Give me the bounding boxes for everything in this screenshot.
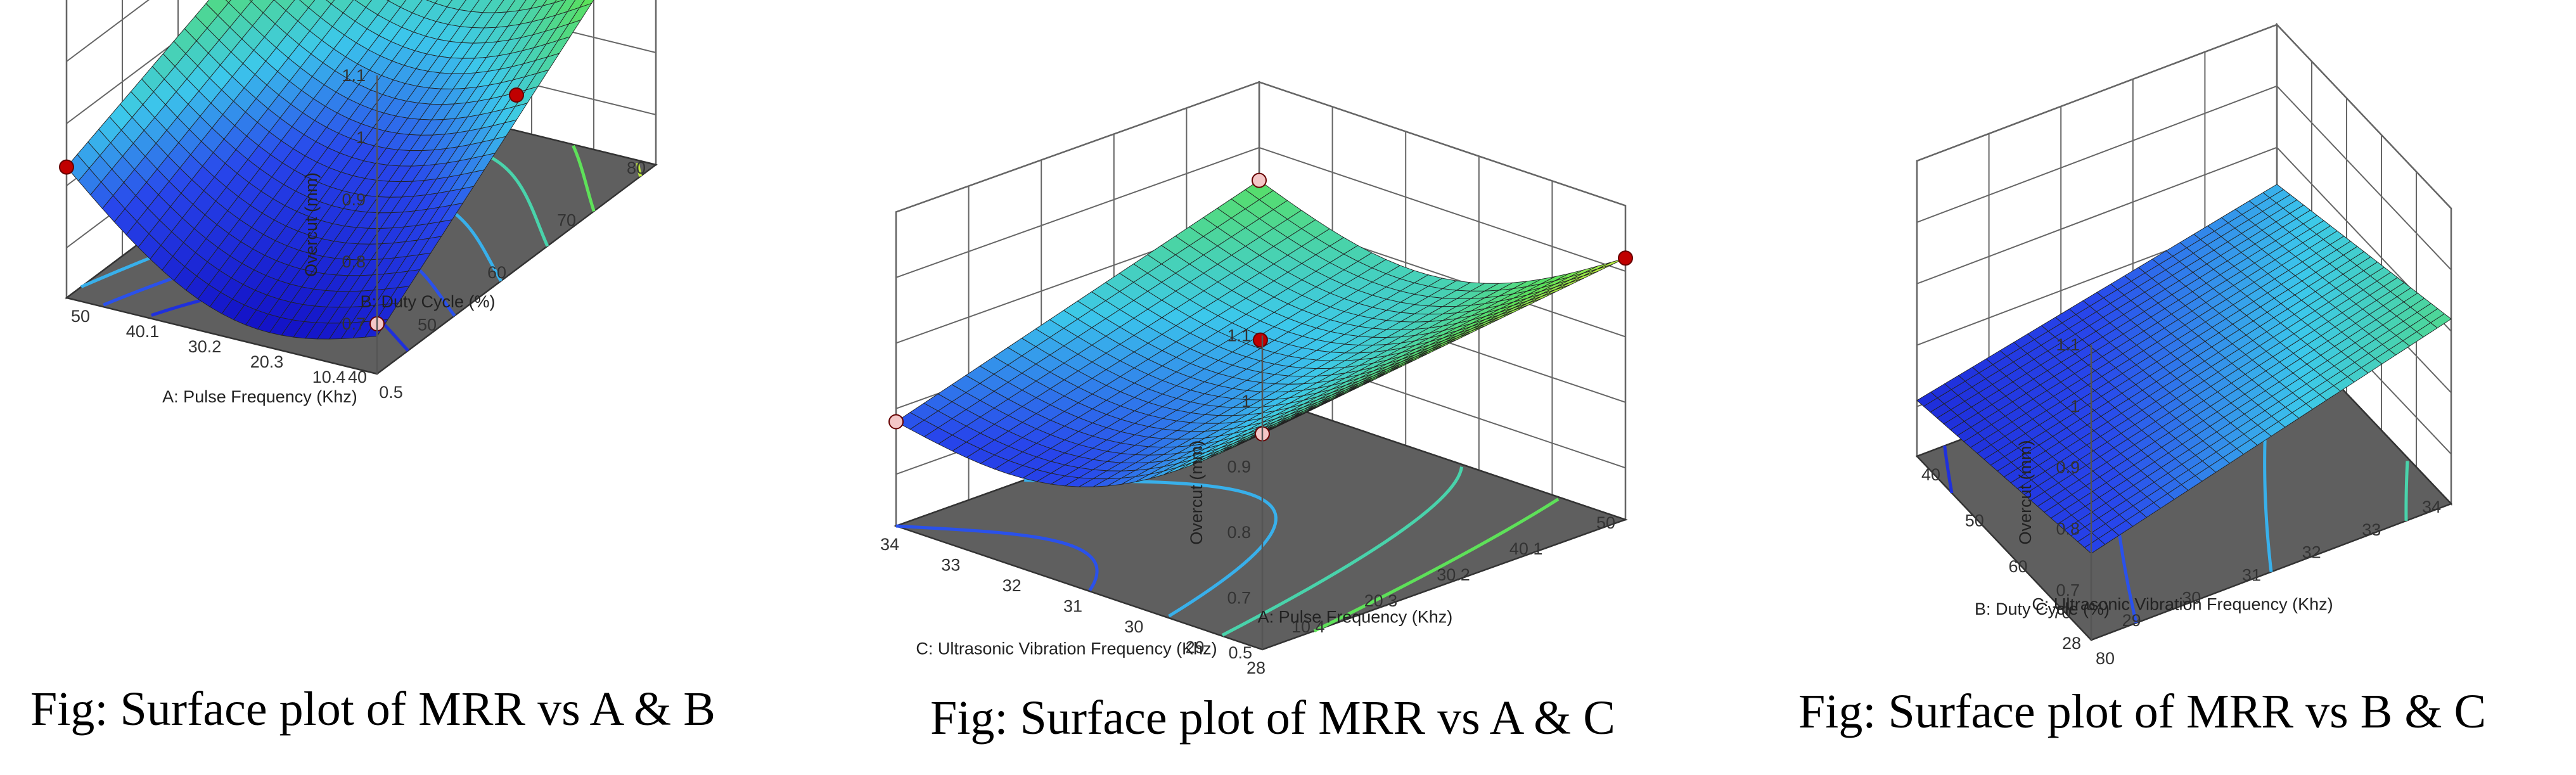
axis-a-tick-label: 31 <box>1063 597 1082 616</box>
surface-chart-b-c-svg: 1.1 1 0.9 0.8 0.7 Overcut (mm) 80 70 60 50 40 B: Du… <box>1915 22 2453 668</box>
axis-a-tick-label: 28 <box>1246 658 1266 677</box>
axis-b-tick-label: 0.5 <box>1228 643 1252 662</box>
surface-chart-a-c-svg: 1.1 1 0.9 0.8 0.7 Overcut (mm) 28 29 30 31 32 33 34 C… <box>880 80 1633 677</box>
axis-a-label: B: Duty Cycle (%) <box>1975 599 2110 618</box>
axis-b-tick-label: 33 <box>2362 520 2381 539</box>
design-point <box>509 87 524 103</box>
axis-a-tick-label: 60 <box>2008 557 2027 576</box>
z-tick-label: 1 <box>356 128 366 147</box>
floor-contour-line <box>1313 497 1560 632</box>
axis-b-tick-label: 34 <box>2422 497 2441 516</box>
axis-b-tick-label: 40.1 <box>1509 539 1543 558</box>
caption-a-c: Fig: Surface plot of MRR vs A & C <box>930 691 1615 745</box>
design-point <box>1252 172 1267 188</box>
surface-cell <box>2084 538 2106 554</box>
floor-contour-line <box>572 144 596 212</box>
wall-grid-line <box>1916 85 2452 271</box>
wall-grid-line <box>895 81 1626 213</box>
axis-a-tick-label: 70 <box>2052 603 2071 622</box>
axis-a-tick-label: 80 <box>2096 649 2115 668</box>
z-tick-label: 0.8 <box>1227 523 1251 542</box>
axis-a-tick-label: 30 <box>1124 617 1143 636</box>
wall-grid-line <box>1916 23 2452 209</box>
chart-body: 1.1 1 0.9 0.8 0.7 Overcut (mm) 0.5 10.4 20.3 30.2… <box>59 0 658 406</box>
surface-chart-a-b: 1.1 1 0.9 0.8 0.7 Overcut (mm) 0.5 10.4 20.3 30.2… <box>0 0 843 775</box>
axis-a-tick-label: 40.1 <box>126 322 160 341</box>
axis-b-label: C: Ultrasonic Vibration Frequency (Khz) <box>2032 595 2333 614</box>
axis-b-tick-label: 70 <box>557 211 576 230</box>
surface-chart-b-c: 1.1 1 0.9 0.8 0.7 Overcut (mm) 80 70 60 50 40 B: Du… <box>1686 0 2576 775</box>
axis-b-label: B: Duty Cycle (%) <box>360 292 495 311</box>
axis-a-label: A: Pulse Frequency (Khz) <box>162 387 357 406</box>
caption-b-c: Fig: Surface plot of MRR vs B & C <box>1798 685 2487 738</box>
axis-a-tick-label: 33 <box>941 556 960 575</box>
z-tick-label: 0.8 <box>2056 520 2080 539</box>
caption-a-b: Fig: Surface plot of MRR vs A & B <box>30 682 715 736</box>
floor-contour-line <box>636 162 642 177</box>
chart-body: 1.1 1 0.9 0.8 0.7 Overcut (mm) 28 29 30 31 32 33 34 C… <box>880 80 1633 677</box>
wall-grid-line <box>1916 146 2452 332</box>
design-point <box>59 159 74 175</box>
z-axis-label: Overcut (mm) <box>302 172 321 277</box>
floor-contour-line <box>2404 461 2409 521</box>
surface-mesh <box>895 180 1626 487</box>
axis-b-tick-label: 20.3 <box>1364 591 1398 610</box>
surface-cell <box>225 0 231 3</box>
axis-a-tick-label: 34 <box>880 535 899 554</box>
design-point <box>1618 250 1633 266</box>
z-axis-label: Overcut (mm) <box>1187 440 1206 545</box>
floor-contour-line <box>1943 445 1954 494</box>
axis-a-tick-label: 29 <box>1186 638 1205 657</box>
axis-a-tick-label: 50 <box>71 307 90 326</box>
chart-body: 1.1 1 0.9 0.8 0.7 Overcut (mm) 80 70 60 50 40 B: Du… <box>1915 22 2453 668</box>
axis-b-tick-label: 28 <box>2062 634 2081 653</box>
z-tick-label: 0.7 <box>342 314 366 333</box>
axis-a-tick-label: 32 <box>1003 576 1022 595</box>
axis-b-tick-label: 31 <box>2242 566 2261 585</box>
z-tick-label: 0.9 <box>1227 457 1251 476</box>
axis-b-tick-label: 29 <box>2122 611 2141 630</box>
surface-cell <box>326 0 335 4</box>
axis-a-tick-label: 20.3 <box>250 352 284 371</box>
z-tick-label: 0.7 <box>1227 588 1251 607</box>
z-tick-label: 1 <box>1241 392 1251 411</box>
surface-chart-a-b-svg: 1.1 1 0.9 0.8 0.7 Overcut (mm) 0.5 10.4 20.3 30.2… <box>59 0 658 406</box>
z-tick-label: 1 <box>2070 397 2080 416</box>
axis-b-tick-label: 10.4 <box>1291 617 1325 636</box>
z-tick-label: 1.1 <box>1227 326 1251 345</box>
axis-b-label: A: Pulse Frequency (Khz) <box>1258 608 1453 627</box>
axis-b-tick-label: 80 <box>627 158 646 177</box>
axis-a-tick-label: 40 <box>1921 465 1940 484</box>
axis-a-tick-label: 50 <box>1965 511 1984 530</box>
z-tick-label: 0.9 <box>342 190 366 209</box>
axis-b-tick-label: 60 <box>487 263 506 282</box>
z-tick-label: 1.1 <box>342 66 366 85</box>
axis-b-tick-label: 40 <box>348 368 367 387</box>
axis-a-tick-label: 10.4 <box>312 368 346 387</box>
axis-b-tick-label: 50 <box>1596 513 1615 532</box>
floor-contour-line <box>895 524 1099 591</box>
axis-b-tick-label: 50 <box>418 316 437 335</box>
surface-mesh <box>66 0 594 340</box>
wall-grid-line <box>66 0 233 124</box>
floor-contour-line <box>1221 466 1464 637</box>
z-tick-label: 0.7 <box>2056 581 2080 600</box>
z-axis-label: Overcut (mm) <box>2016 440 2035 544</box>
axis-b-tick-label: 30 <box>2182 588 2201 607</box>
axis-a-tick-label: 0.5 <box>379 383 403 402</box>
axis-b-tick-label: 30.2 <box>1437 565 1470 584</box>
z-tick-label: 0.9 <box>2056 458 2080 477</box>
axis-b-tick-label: 32 <box>2302 543 2321 562</box>
design-point <box>888 414 904 430</box>
z-tick-label: 1.1 <box>2056 335 2080 354</box>
z-tick-label: 0.8 <box>342 252 366 271</box>
surface-chart-a-c: 1.1 1 0.9 0.8 0.7 Overcut (mm) 28 29 30 31 32 33 34 C… <box>843 0 1686 775</box>
axis-a-label: C: Ultrasonic Vibration Frequency (Khz) <box>916 639 1217 658</box>
wall-grid-line <box>895 146 1626 278</box>
surface-mesh <box>1916 184 2452 554</box>
axis-a-tick-label: 30.2 <box>188 337 222 356</box>
design-point <box>1252 332 1268 348</box>
